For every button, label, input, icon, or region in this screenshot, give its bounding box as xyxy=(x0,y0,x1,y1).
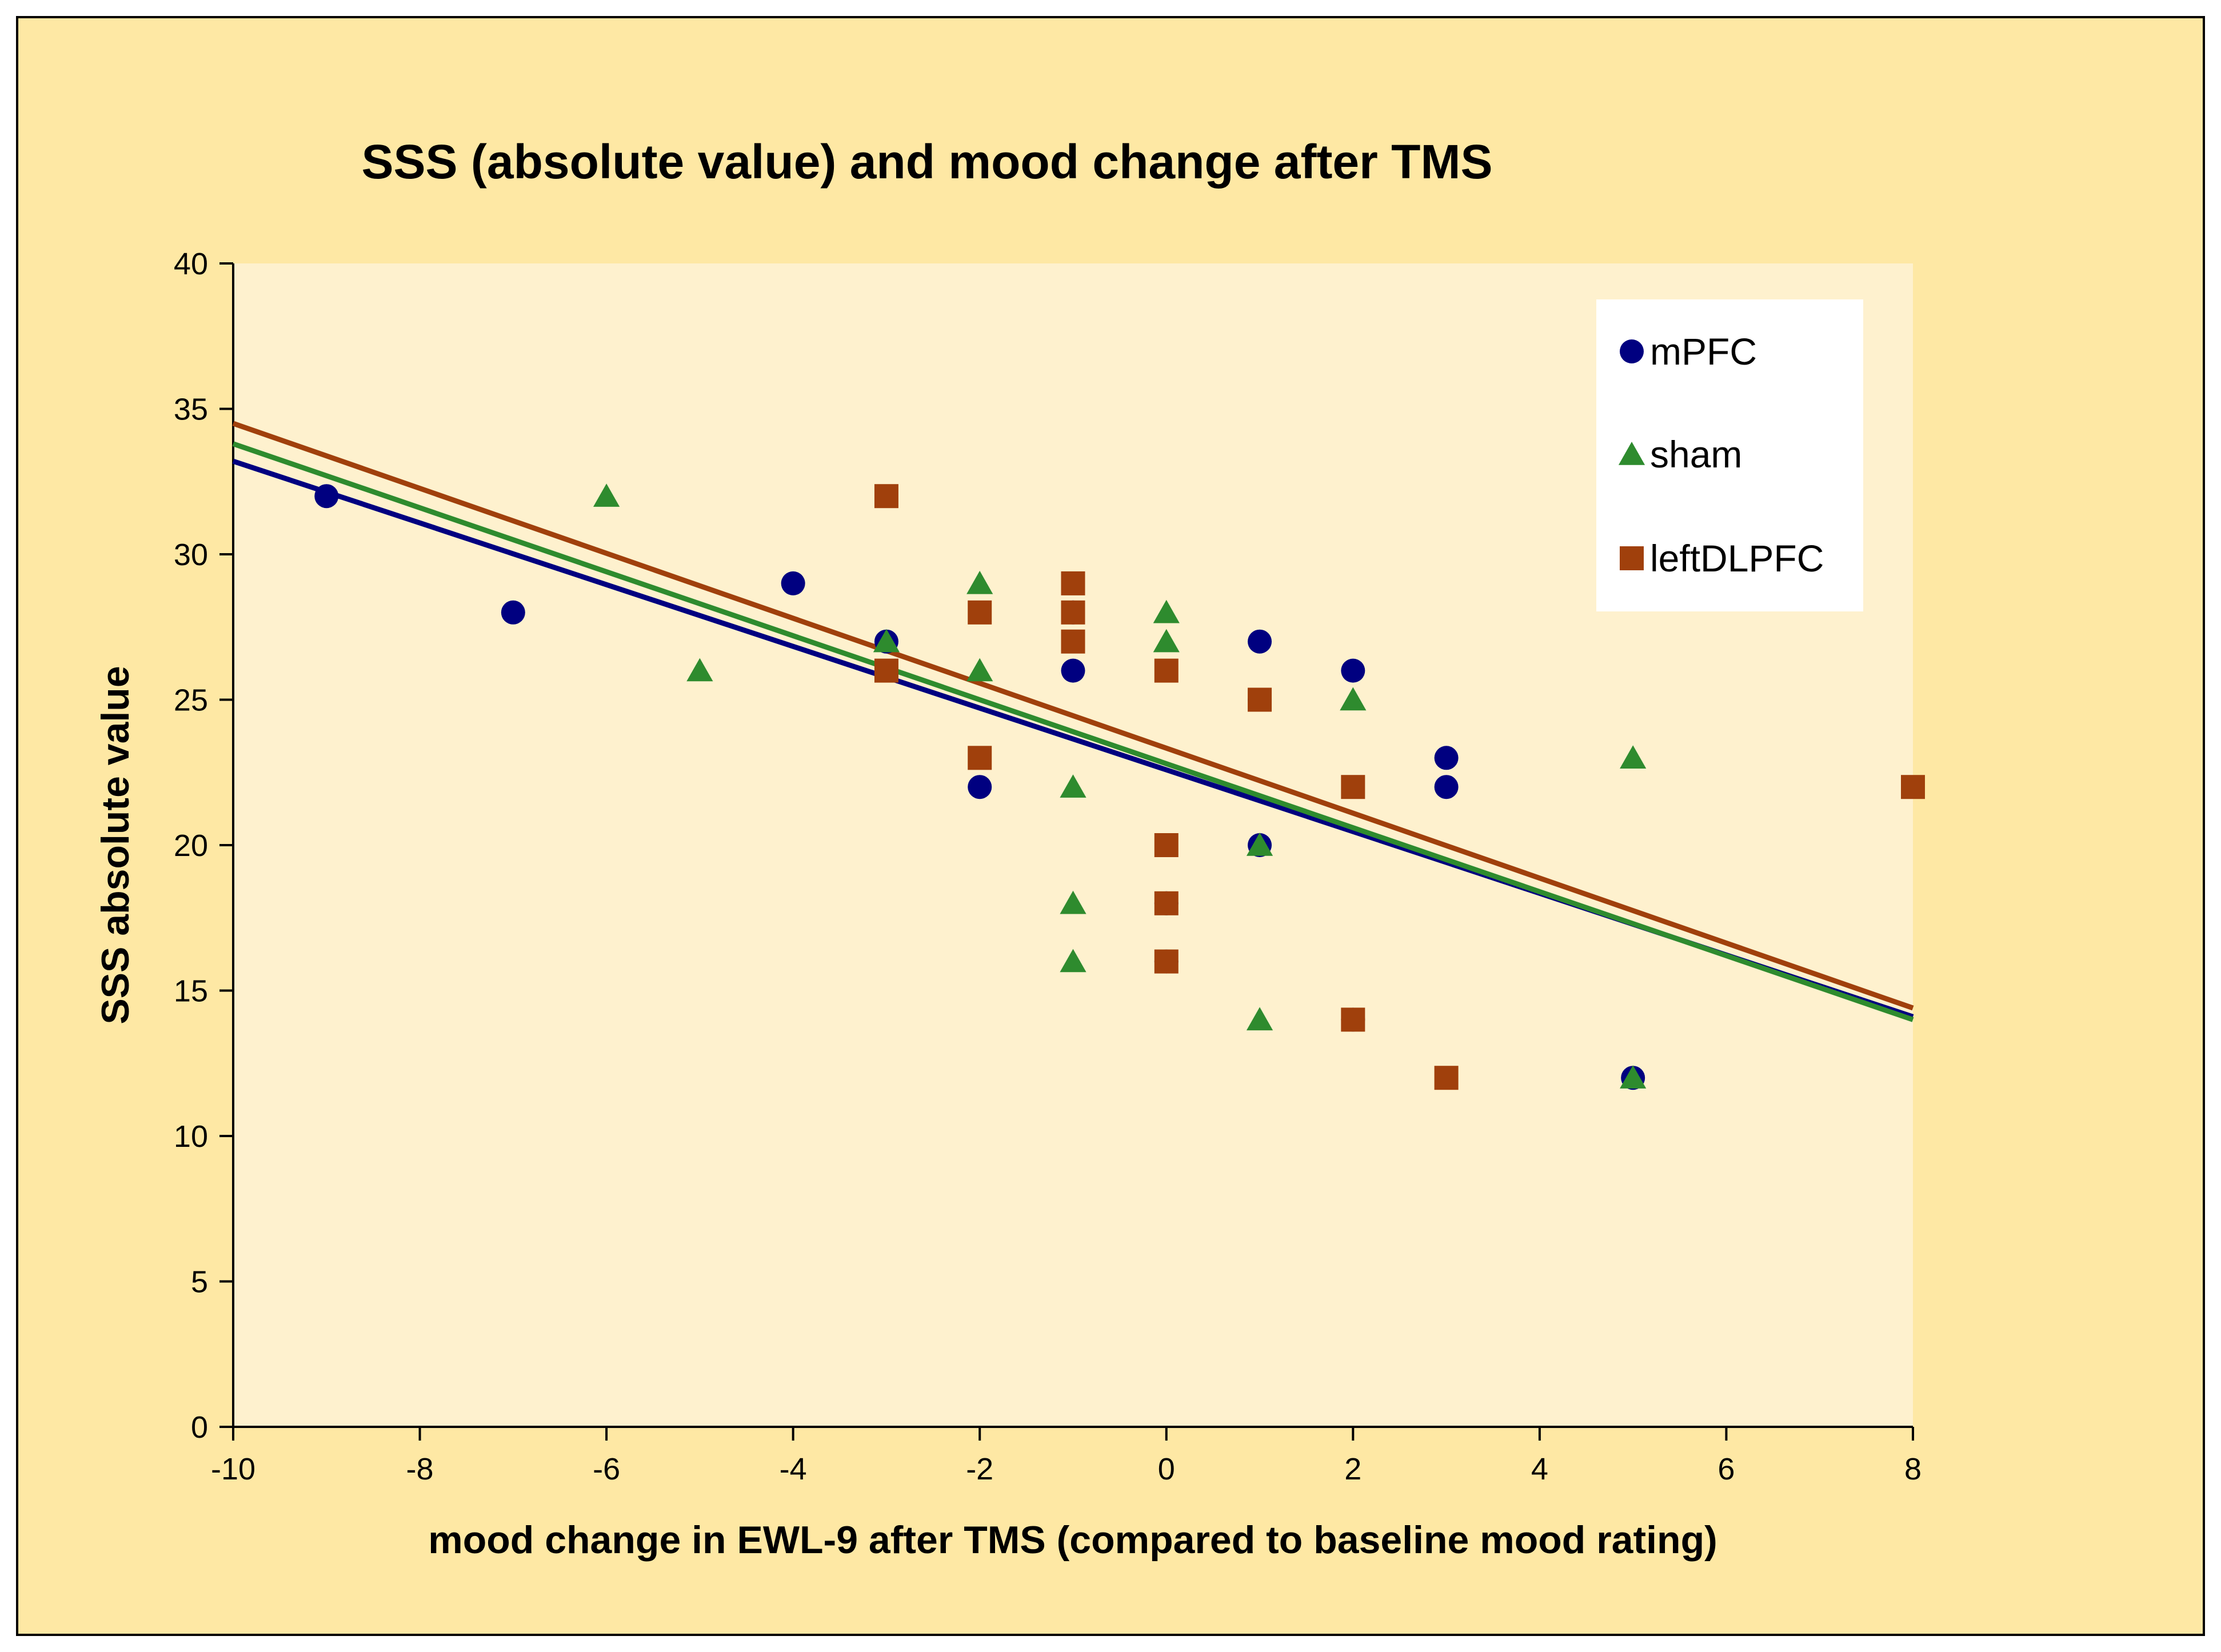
point-mPFC xyxy=(1434,775,1459,799)
point-leftDLPFC xyxy=(1154,891,1179,915)
point-sham xyxy=(1620,745,1647,769)
point-mPFC xyxy=(1341,658,1365,683)
point-leftDLPFC xyxy=(1434,1066,1459,1090)
point-leftDLPFC xyxy=(1061,600,1085,625)
point-leftDLPFC xyxy=(1154,949,1179,974)
point-mPFC xyxy=(1434,746,1459,770)
point-sham xyxy=(1246,833,1273,856)
point-leftDLPFC xyxy=(968,746,992,770)
x-tick-label: -4 xyxy=(780,1452,807,1486)
chart-title: SSS (absolute value) and mood change aft… xyxy=(361,135,1492,189)
y-tick-label: 40 xyxy=(174,247,208,281)
legend-label-leftDLPFC: leftDLPFC xyxy=(1650,537,1824,579)
point-mPFC xyxy=(501,600,525,625)
x-tick-label: 4 xyxy=(1531,1452,1548,1486)
point-sham xyxy=(966,570,993,594)
x-tick-label: -6 xyxy=(593,1452,620,1486)
x-tick-label: 6 xyxy=(1717,1452,1735,1486)
legend-label-mPFC: mPFC xyxy=(1650,330,1757,373)
legend-marker-sham xyxy=(1618,442,1645,465)
point-leftDLPFC xyxy=(1901,775,1925,799)
point-sham xyxy=(966,658,993,682)
point-leftDLPFC xyxy=(1248,687,1272,712)
x-tick-label: -2 xyxy=(966,1452,993,1486)
point-leftDLPFC xyxy=(874,658,898,683)
y-tick-label: 25 xyxy=(174,683,208,718)
y-tick-label: 15 xyxy=(174,974,208,1009)
data-points xyxy=(314,483,1925,1090)
point-leftDLPFC xyxy=(1341,775,1365,799)
trendline-leftDLPFC xyxy=(232,421,1914,1011)
point-leftDLPFC xyxy=(1061,629,1085,654)
y-tick-label: 20 xyxy=(174,829,208,863)
point-leftDLPFC xyxy=(1154,658,1179,683)
legend-marker-leftDLPFC xyxy=(1620,546,1644,570)
y-tick-label: 0 xyxy=(191,1410,208,1445)
point-sham xyxy=(1153,599,1180,623)
y-tick-label: 35 xyxy=(174,393,208,427)
y-tick-label: 5 xyxy=(191,1265,208,1299)
legend: mPFC sham leftDLPFC xyxy=(1596,299,1863,611)
point-mPFC xyxy=(1061,658,1085,683)
point-sham xyxy=(1153,629,1180,653)
point-mPFC xyxy=(314,484,339,509)
point-leftDLPFC xyxy=(874,484,898,509)
point-mPFC xyxy=(781,571,805,595)
x-tick-label: 0 xyxy=(1158,1452,1175,1486)
point-leftDLPFC xyxy=(1341,1007,1365,1032)
point-sham xyxy=(1060,774,1086,798)
x-tick-label: 8 xyxy=(1904,1452,1922,1486)
x-tick-label: -10 xyxy=(211,1452,255,1486)
point-leftDLPFC xyxy=(1061,571,1085,595)
legend-marker-mPFC xyxy=(1620,339,1644,363)
point-leftDLPFC xyxy=(968,600,992,625)
axes: 0 5 10 15 20 25 30 35 40 -10 -8 -6 -4 -2 0 2 4 6 8 xyxy=(174,247,1922,1486)
x-axis-title: mood change in EWL-9 after TMS (compared… xyxy=(428,1518,1717,1562)
legend-label-sham: sham xyxy=(1650,433,1742,475)
point-sham xyxy=(1060,890,1086,914)
point-sham xyxy=(593,483,620,507)
x-tick-label: 2 xyxy=(1344,1452,1361,1486)
point-sham xyxy=(1620,1065,1647,1089)
point-sham xyxy=(1246,1007,1273,1031)
y-tick-label: 10 xyxy=(174,1119,208,1154)
y-tick-label: 30 xyxy=(174,538,208,572)
point-mPFC xyxy=(1248,629,1272,654)
point-mPFC xyxy=(968,775,992,799)
point-sham xyxy=(686,658,713,682)
trendline-sham xyxy=(232,441,1914,1022)
point-sham xyxy=(1060,949,1086,973)
point-sham xyxy=(1340,687,1367,711)
point-leftDLPFC xyxy=(1154,833,1179,857)
x-tick-label: -8 xyxy=(406,1452,434,1486)
point-sham xyxy=(873,629,900,653)
y-axis-title: SSS absolute value xyxy=(94,666,137,1024)
trendlines xyxy=(232,421,1914,1022)
